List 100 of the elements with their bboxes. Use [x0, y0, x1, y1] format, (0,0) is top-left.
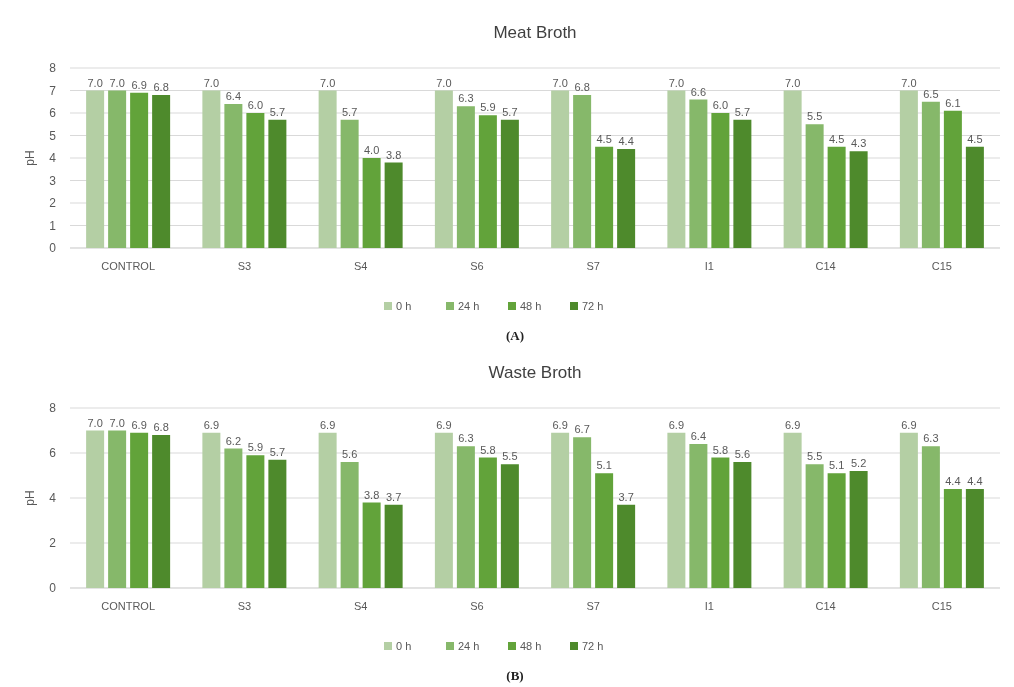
x-tick-label: C14	[815, 600, 836, 612]
y-tick-label: 6	[49, 106, 57, 121]
data-label: 6.6	[690, 85, 707, 98]
bar	[478, 115, 497, 248]
data-label: 5.5	[502, 450, 518, 463]
data-label: 4.4	[967, 475, 983, 487]
bar	[318, 90, 337, 248]
legend-label: 48 h	[520, 299, 542, 312]
bar	[849, 151, 868, 248]
data-label: 3.8	[363, 488, 380, 501]
y-tick-label: 2	[49, 196, 57, 211]
data-label: 5.2	[850, 457, 867, 469]
y-tick-label: 1	[49, 218, 57, 233]
data-label: 5.7	[341, 105, 358, 118]
bar	[849, 471, 868, 588]
x-tick-label: S6	[470, 260, 484, 272]
y-tick-label: 0	[49, 241, 57, 256]
bar	[478, 457, 497, 588]
bar	[202, 90, 221, 248]
bar	[689, 99, 708, 248]
x-tick-label: S4	[353, 600, 368, 612]
data-label: 3.8	[385, 148, 402, 161]
bar	[108, 90, 127, 248]
bar	[617, 504, 636, 588]
legend-label: 24 h	[458, 639, 480, 652]
data-label: 7.0	[109, 416, 125, 429]
y-tick-label: 3	[49, 173, 57, 188]
x-tick-label: C14	[815, 260, 836, 272]
bar	[551, 432, 570, 588]
bar	[246, 455, 265, 588]
data-label: 4.5	[967, 132, 983, 145]
data-label: 6.9	[552, 418, 568, 431]
bar	[827, 146, 846, 248]
bar	[827, 473, 846, 588]
x-tick-label: S7	[586, 260, 600, 272]
bar	[340, 462, 359, 588]
bar	[921, 101, 940, 248]
data-label: 7.0	[901, 76, 917, 89]
bar	[689, 444, 708, 588]
bar	[595, 473, 614, 588]
data-label: 6.3	[458, 92, 474, 105]
chart-title: Waste Broth	[488, 363, 582, 382]
data-label: 6.8	[574, 81, 590, 93]
bar	[551, 90, 570, 248]
bar	[711, 457, 730, 588]
data-label: 6.1	[945, 96, 961, 109]
data-label: 7.0	[319, 76, 336, 89]
bar	[573, 437, 592, 588]
data-label: 6.0	[712, 99, 729, 111]
data-label: 5.8	[480, 443, 496, 456]
bar	[268, 119, 287, 248]
data-label: 6.4	[225, 90, 242, 102]
text: (A)	[505, 328, 525, 343]
bar	[805, 124, 824, 248]
y-tick-label: 0	[49, 581, 57, 596]
data-label: 3.7	[618, 490, 634, 503]
bar	[434, 432, 453, 588]
data-label: 3.7	[385, 490, 402, 503]
legend-label: 24 h	[458, 299, 480, 312]
bar	[783, 432, 802, 588]
data-label: 5.7	[269, 105, 286, 118]
bar	[965, 146, 984, 248]
data-label: 6.7	[574, 423, 590, 436]
legend-label: 72 h	[582, 639, 604, 652]
data-label: 6.0	[247, 99, 264, 111]
data-label: 6.4	[690, 430, 707, 442]
bar	[268, 459, 287, 588]
data-label: 6.3	[923, 432, 939, 445]
data-label: 4.4	[618, 135, 634, 147]
bar	[224, 104, 243, 248]
bar	[246, 113, 265, 248]
data-label: 5.1	[596, 459, 612, 472]
data-label: 6.9	[319, 418, 336, 431]
y-axis-title: pH	[23, 150, 37, 166]
y-tick-label: 6	[49, 446, 57, 461]
bar	[130, 92, 149, 248]
bar	[108, 430, 127, 588]
data-label: 6.5	[923, 87, 939, 100]
bar	[617, 149, 636, 248]
bar	[384, 162, 403, 248]
bar	[733, 119, 752, 248]
bar	[86, 430, 105, 588]
data-label: 6.3	[458, 432, 474, 445]
y-tick-label: 7	[49, 83, 57, 98]
bar	[434, 90, 453, 248]
bar	[456, 446, 475, 588]
x-tick-label: C15	[931, 600, 952, 612]
data-label: 6.9	[131, 78, 147, 91]
x-tick-label: S3	[237, 260, 252, 272]
text: (B)	[506, 668, 524, 683]
bar	[130, 432, 149, 588]
data-label: 5.5	[806, 450, 823, 463]
data-label: 6.9	[668, 418, 685, 431]
legend-label: 0 h	[396, 639, 412, 652]
bar	[805, 464, 824, 588]
y-tick-label: 5	[49, 128, 57, 143]
x-tick-label: I1	[704, 260, 714, 272]
data-label: 6.2	[225, 434, 242, 447]
data-label: 5.7	[502, 105, 518, 118]
data-label: 7.0	[436, 76, 452, 89]
